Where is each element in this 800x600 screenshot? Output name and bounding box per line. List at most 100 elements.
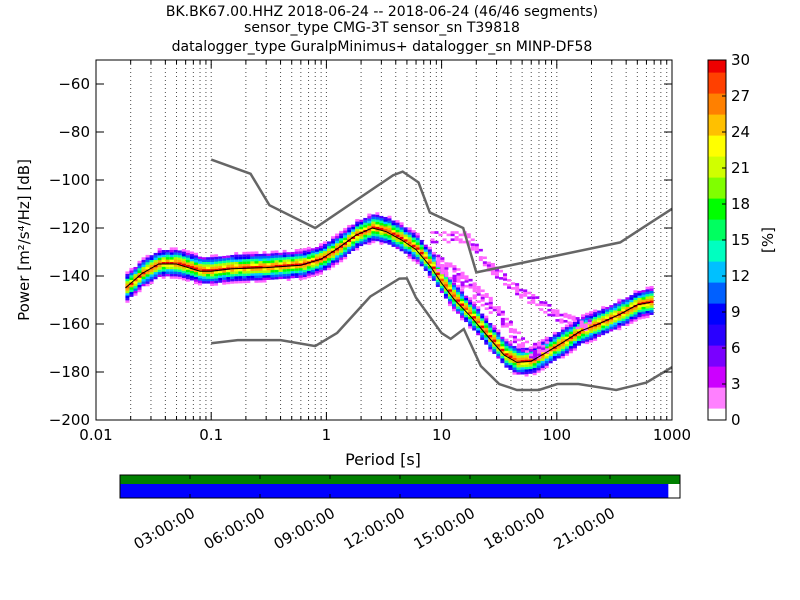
psd-cell bbox=[270, 279, 275, 283]
psd-cell bbox=[641, 316, 646, 319]
psd-cell bbox=[246, 275, 251, 279]
psd-cell bbox=[559, 313, 564, 317]
psd-cell bbox=[633, 290, 638, 293]
psd-cell bbox=[637, 316, 642, 320]
psd-cell bbox=[415, 239, 420, 243]
psd-cell bbox=[169, 269, 174, 272]
psd-cell bbox=[351, 224, 356, 227]
psd-cell bbox=[531, 298, 536, 302]
psd-cell bbox=[157, 267, 162, 270]
colorbar-segment bbox=[708, 201, 726, 205]
psd-cell bbox=[331, 255, 336, 258]
psd-cell bbox=[254, 251, 259, 255]
psd-cell bbox=[601, 308, 606, 312]
psd-cell bbox=[645, 308, 650, 311]
psd-cell bbox=[443, 288, 448, 292]
psd-cell bbox=[458, 240, 463, 244]
psd-cell bbox=[435, 279, 440, 283]
psd-cell bbox=[552, 355, 557, 359]
psd-cell bbox=[222, 262, 227, 266]
psd-cell bbox=[460, 276, 465, 280]
psd-cell bbox=[597, 317, 602, 321]
colorbar-segment bbox=[708, 315, 726, 319]
psd-cell bbox=[375, 217, 380, 220]
psd-cell bbox=[500, 353, 505, 356]
psd-cell bbox=[125, 288, 130, 291]
psd-cell bbox=[649, 290, 654, 294]
psd-cell bbox=[625, 299, 630, 303]
psd-cell bbox=[576, 328, 582, 332]
psd-cell bbox=[230, 264, 235, 267]
psd-cell bbox=[456, 287, 461, 290]
psd-cell bbox=[540, 365, 545, 369]
psd-cell bbox=[145, 283, 150, 287]
psd-cell bbox=[383, 223, 388, 227]
psd-cell bbox=[451, 301, 457, 305]
psd-cell bbox=[298, 258, 303, 261]
psd-cell bbox=[411, 242, 416, 245]
psd-cell bbox=[383, 238, 388, 241]
psd-cell bbox=[621, 296, 626, 300]
psd-cell bbox=[568, 343, 573, 347]
psd-cell bbox=[129, 282, 134, 285]
psd-cell bbox=[141, 278, 146, 282]
y-tick-label: −160 bbox=[49, 315, 90, 333]
psd-cell bbox=[516, 360, 521, 363]
psd-cell bbox=[149, 274, 154, 277]
psd-cell bbox=[403, 248, 408, 252]
psd-cell bbox=[359, 217, 364, 220]
psd-cell bbox=[451, 284, 457, 288]
psd-cell bbox=[355, 223, 360, 227]
psd-cell bbox=[439, 290, 444, 294]
y-tick-label: −60 bbox=[58, 75, 90, 93]
psd-cell bbox=[520, 371, 525, 375]
psd-cell bbox=[226, 252, 231, 256]
psd-cell bbox=[177, 250, 182, 253]
psd-cell bbox=[290, 261, 295, 264]
time-tick-label: 09:00:00 bbox=[271, 504, 338, 553]
psd-cell bbox=[133, 273, 138, 277]
psd-cell bbox=[181, 275, 186, 279]
psd-cell bbox=[468, 302, 473, 305]
psd-cell bbox=[512, 367, 517, 370]
x-tick-label: 1 bbox=[322, 426, 332, 444]
psd-cell bbox=[431, 266, 436, 269]
psd-cell bbox=[137, 282, 142, 286]
psd-cell bbox=[555, 309, 560, 313]
psd-cell bbox=[262, 277, 267, 281]
psd-cell bbox=[222, 277, 227, 280]
psd-cell bbox=[443, 293, 448, 297]
psd-cell bbox=[125, 293, 130, 296]
psd-cell bbox=[202, 276, 207, 279]
psd-cell bbox=[347, 224, 352, 228]
psd-cell bbox=[436, 259, 441, 262]
psd-cell bbox=[258, 270, 263, 274]
psd-cell bbox=[197, 273, 203, 276]
psd-cell bbox=[645, 298, 650, 302]
psd-cell bbox=[536, 358, 541, 361]
psd-cell bbox=[298, 270, 303, 273]
psd-cell bbox=[516, 338, 522, 342]
psd-cell bbox=[294, 265, 299, 269]
psd-cell bbox=[230, 259, 235, 263]
psd-cell bbox=[226, 281, 231, 285]
psd-cell bbox=[210, 266, 215, 270]
psd-cell bbox=[589, 339, 594, 343]
psd-cell bbox=[484, 334, 489, 338]
y-axis-label: Power [m²/s⁴/Hz] [dB] bbox=[15, 159, 33, 321]
psd-cell bbox=[290, 258, 295, 262]
psd-cell bbox=[633, 314, 638, 317]
psd-cell bbox=[403, 227, 408, 230]
psd-cell bbox=[302, 264, 307, 268]
psd-cell bbox=[286, 251, 291, 255]
colorbar-segment bbox=[708, 387, 726, 391]
psd-cell bbox=[456, 303, 461, 307]
psd-cell bbox=[193, 255, 198, 258]
psd-cell bbox=[456, 275, 461, 278]
psd-cell bbox=[625, 313, 630, 317]
psd-cell bbox=[153, 262, 158, 265]
psd-cell bbox=[226, 279, 231, 282]
psd-cell bbox=[419, 254, 424, 257]
psd-cell bbox=[540, 351, 545, 354]
